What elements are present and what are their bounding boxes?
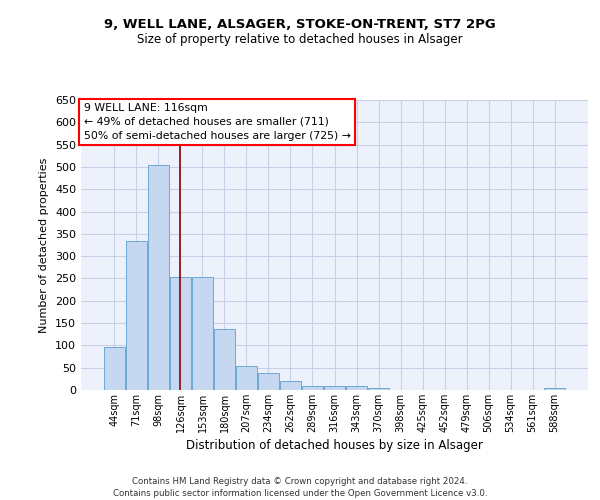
Bar: [126, 240, 147, 390]
Text: Size of property relative to detached houses in Alsager: Size of property relative to detached ho…: [137, 32, 463, 46]
Bar: [214, 329, 235, 390]
Bar: [192, 277, 213, 390]
Bar: [148, 164, 169, 390]
Bar: [258, 374, 279, 390]
Text: 9, WELL LANE, ALSAGER, STOKE-ON-TRENT, ST7 2PG: 9, WELL LANE, ALSAGER, STOKE-ON-TRENT, S…: [104, 18, 496, 30]
Bar: [280, 380, 301, 390]
Bar: [236, 366, 257, 390]
Bar: [544, 388, 565, 390]
Y-axis label: Number of detached properties: Number of detached properties: [40, 158, 49, 332]
X-axis label: Distribution of detached houses by size in Alsager: Distribution of detached houses by size …: [186, 439, 483, 452]
Text: 9 WELL LANE: 116sqm
← 49% of detached houses are smaller (711)
50% of semi-detac: 9 WELL LANE: 116sqm ← 49% of detached ho…: [83, 103, 350, 141]
Text: Contains HM Land Registry data © Crown copyright and database right 2024.
Contai: Contains HM Land Registry data © Crown c…: [113, 476, 487, 498]
Bar: [368, 388, 389, 390]
Bar: [302, 386, 323, 390]
Bar: [104, 346, 125, 390]
Bar: [170, 277, 191, 390]
Bar: [346, 386, 367, 390]
Bar: [324, 386, 345, 390]
